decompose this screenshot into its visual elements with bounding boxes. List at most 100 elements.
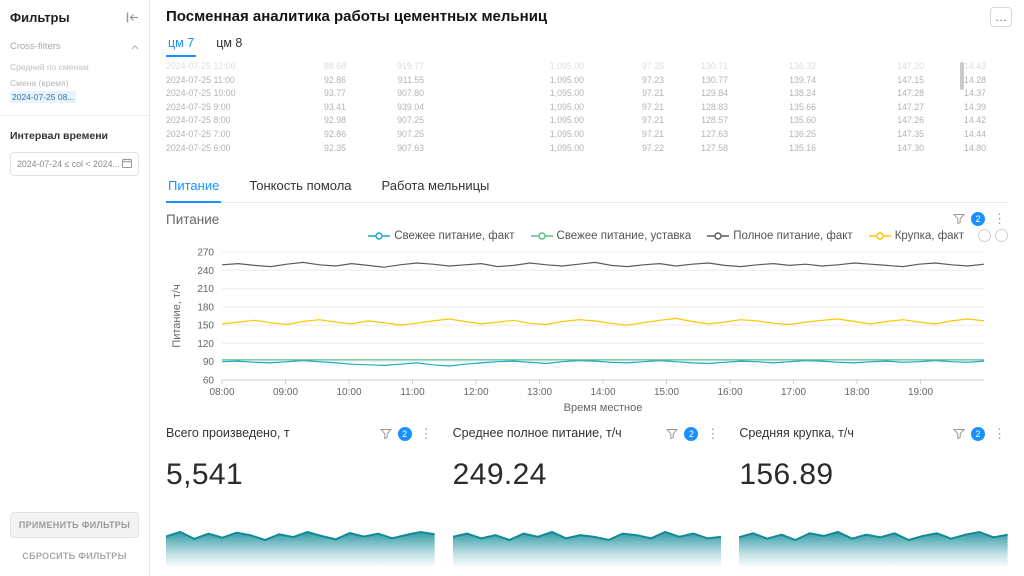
value-cell: 1,095.00 [549,142,584,153]
value-cell: 92.86 [323,128,346,139]
collapse-filters-icon[interactable] [126,12,139,23]
section-tab-питание[interactable]: Питание [166,173,222,203]
value-cell: 907.63 [397,142,424,153]
timestamp-cell: 2024-07-25 10:00 [166,88,236,99]
filter-icon[interactable] [952,428,965,440]
section-tab-работа-мельницы[interactable]: Работа мельницы [381,178,490,193]
cross-filter-entry: Смена (время) 2024-07-25 08... [10,77,139,103]
value-cell: 147.35 [897,128,924,139]
kpi-card-header: Средняя крупка, т/ч 2 ⋮ [739,426,1008,442]
value-cell: 128.83 [701,101,728,112]
legend-item[interactable]: Полное питание, факт [707,230,853,242]
filter-icon[interactable] [666,428,679,440]
mill-tab-цм-8[interactable]: цм 8 [216,36,243,50]
table-row: 2024-07-25 6:00 92.35 907.63 1,095.00 97.22 1… [166,142,986,156]
value-cell: 14.43 [963,61,986,71]
chart-panel-icons: 2 ⋮ [953,211,1008,227]
kpi-card-header: Всего произведено, т 2 ⋮ [166,426,435,442]
x-tick-label: 10:00 [336,387,361,398]
x-tick-label: 17:00 [781,387,806,398]
table-row: 2024-07-25 7:00 92.86 907.25 1,095.00 97.21 1… [166,128,986,142]
legend-item[interactable]: Свежее питание, факт [368,229,515,242]
value-cell: 139.74 [789,74,816,85]
kpi-card-header: Среднее полное питание, т/ч 2 ⋮ [453,426,722,442]
mill-tabs: цм 7 цм 8 [166,35,1008,57]
chart-panel-header: Питание 2 ⋮ [166,211,1008,227]
cross-filter-scope-label: Средний по сменам [10,62,89,72]
value-cell: 14.44 [963,128,986,139]
value-cell: 130.77 [701,74,728,85]
chevron-up-icon[interactable] [131,37,139,55]
table-scrollbar[interactable] [960,62,964,90]
series-line [221,317,985,326]
value-cell: 1,095.00 [549,101,584,112]
kebab-menu-icon[interactable]: ⋮ [706,426,720,441]
value-cell: 97.21 [641,128,664,139]
filter-sidebar: Фильтры Cross-filters Средний по сменам … [0,0,150,576]
x-tick-label: 13:00 [527,387,552,398]
value-cell: 147.20 [897,61,924,71]
legend-toggle-all-icon[interactable] [978,229,991,242]
kpi-value: 249.24 [452,458,547,491]
clear-filters-button[interactable]: СБРОСИТЬ ФИЛЬТРЫ [10,550,139,562]
x-axis-title: Время местное [564,402,643,414]
kpi-card: Всего произведено, т 2 ⋮ 5,541 [166,426,435,566]
cross-filter-name: Смена (время) [10,78,69,88]
kebab-menu-icon[interactable]: ⋮ [419,426,433,441]
chart-legend: Свежее питание, факт Свежее питание, уста… [368,230,964,242]
section-tab-тонкость-помола[interactable]: Тонкость помола [249,178,352,193]
value-cell: 14.42 [963,115,986,126]
more-options-button[interactable]: … [990,7,1012,27]
x-tick-label: 12:00 [463,387,488,398]
value-cell: 97.23 [641,74,664,85]
legend-toggle-inverse-icon[interactable] [995,229,1008,242]
feed-line-chart[interactable]: 60 90 120 150 180 210 240 270 08:00 09:00 10:00 11:… [166,244,998,416]
value-cell: 14.39 [963,101,986,112]
y-tick-label: 240 [197,266,214,277]
apply-filters-button[interactable]: ПРИМЕНИТЬ ФИЛЬТРЫ [10,512,139,538]
x-tick-label: 18:00 [844,387,869,398]
kpi-card-title: Среднее полное питание, т/ч [452,426,622,440]
table-body: 2024-07-25 12:00 88.68 919.77 1,095.00 97.25… [166,60,1008,155]
value-cell: 92.98 [323,115,346,126]
value-cell: 127.63 [701,128,728,139]
value-cell: 135.60 [789,115,816,126]
kebab-menu-icon[interactable]: ⋮ [992,426,1006,441]
filter-icon[interactable] [379,428,392,440]
filter-icon[interactable] [953,213,965,225]
kpi-card-title: Средняя крупка, т/ч [739,426,854,440]
x-tick-label: 15:00 [654,387,679,398]
legend-item[interactable]: Крупка, факт [868,230,964,242]
kebab-menu-icon[interactable]: ⋮ [993,211,1006,226]
sidebar-header: Фильтры [10,10,139,25]
kpi-sparkline [452,524,722,566]
filter-count-badge[interactable]: 2 [970,427,985,441]
value-cell: 88.68 [323,61,346,71]
value-cell: 1,095.00 [549,115,584,126]
value-cell: 92.35 [323,142,346,153]
filter-count-badge[interactable]: 2 [397,427,412,441]
value-cell: 135.16 [789,142,816,153]
mill-tab-цм-7[interactable]: цм 7 [166,35,197,57]
value-cell: 1,095.00 [549,74,584,85]
kpi-card: Средняя крупка, т/ч 2 ⋮ 156.89 [739,426,1008,566]
cross-filters-header: Cross-filters [10,37,139,55]
series-line [221,359,985,367]
value-cell: 92.86 [323,74,346,85]
value-cell: 97.22 [641,142,664,153]
x-tick-label: 09:00 [273,387,298,398]
legend-label: Свежее питание, факт [394,229,515,242]
value-cell: 907.25 [397,128,424,139]
filter-count-badge[interactable]: 2 [684,427,699,441]
feed-chart-panel: Питание 2 ⋮ Свежее питание, факт Свежее п… [166,211,1008,416]
value-cell: 1,095.00 [549,88,584,99]
filter-count-badge[interactable]: 2 [971,212,985,226]
value-cell: 911.55 [397,74,424,85]
cross-filter-value[interactable]: 2024-07-25 08... [10,91,77,103]
x-tick-label: 11:00 [400,387,425,398]
value-cell: 147.26 [897,115,924,126]
legend-item[interactable]: Свежее питание, уставка [530,230,691,242]
value-cell: 939.04 [397,101,424,112]
time-range-input[interactable]: 2024-07-24 ≤ col < 2024... [10,152,139,176]
